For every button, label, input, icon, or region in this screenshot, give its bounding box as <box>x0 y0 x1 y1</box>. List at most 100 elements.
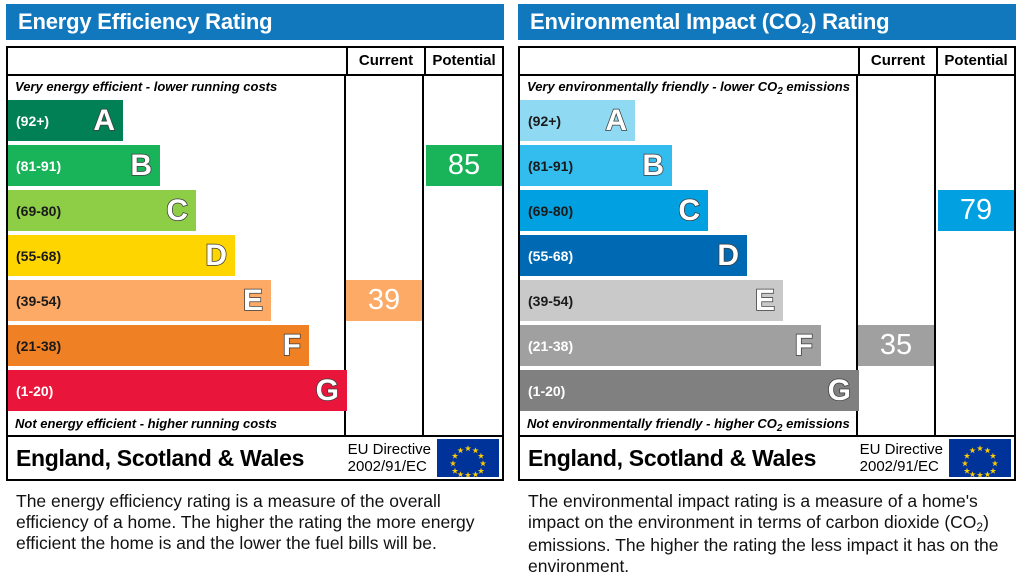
top-caption-pre: Very environmentally friendly - lower CO <box>527 79 778 94</box>
potential-rating-chip-environmental: 79 <box>938 190 1014 231</box>
band-row: (92+) A <box>520 98 1014 143</box>
band-range-label: (81-91) <box>528 157 574 174</box>
top-caption-environmental: Very environmentally friendly - lower CO… <box>520 76 1014 98</box>
band-row: (21-38) F <box>8 323 502 368</box>
band-letter-label: G <box>827 373 852 407</box>
band-range-label: (81-91) <box>16 157 62 174</box>
current-rating-chip-environmental: 35 <box>858 325 934 366</box>
band-range-label: (55-68) <box>16 247 62 264</box>
current-rating-value: 39 <box>367 284 401 316</box>
band-row: (1-20) G <box>8 368 502 413</box>
bottom-caption-post: emissions <box>782 416 850 431</box>
band-row: (55-68) D <box>8 233 502 278</box>
band-letter-label: C <box>166 193 189 227</box>
footer-directive: EU Directive 2002/91/EC <box>348 441 437 475</box>
energy-efficiency-panel: Energy Efficiency Rating Current Potenti… <box>6 4 504 553</box>
band-letter-label: F <box>282 328 302 362</box>
band-row: (81-91) B <box>520 143 1014 188</box>
band-row: (21-38) F 35 <box>520 323 1014 368</box>
column-header-potential: Potential <box>936 48 1014 74</box>
band-bar-b: (81-91) B <box>8 145 160 186</box>
footer-directive-line1: EU Directive <box>859 441 943 458</box>
band-range-label: (1-20) <box>16 382 54 399</box>
energy-footer: England, Scotland & Wales EU Directive 2… <box>8 435 502 479</box>
band-range-label: (55-68) <box>528 247 574 264</box>
co2-subscript: 2 <box>801 20 810 36</box>
environmental-description-pre: The environmental impact rating is a mea… <box>528 491 978 532</box>
band-letter-label: C <box>678 193 701 227</box>
column-header-current: Current <box>858 48 936 74</box>
energy-description: The energy efficiency rating is a measur… <box>16 491 475 553</box>
band-letter-label: F <box>794 328 814 362</box>
band-bar-g: (1-20) G <box>520 370 859 411</box>
current-rating-chip-energy: 39 <box>346 280 422 321</box>
potential-rating-value: 79 <box>959 194 993 226</box>
top-caption-energy: Very energy efficient - lower running co… <box>15 79 278 94</box>
grid-vertical-rule-current <box>856 76 858 435</box>
band-letter-label: D <box>205 238 228 272</box>
environmental-impact-title-pre: Environmental Impact (CO <box>530 9 802 34</box>
band-row: (69-80) C <box>8 188 502 233</box>
band-bar-b: (81-91) B <box>520 145 672 186</box>
energy-efficiency-title: Energy Efficiency Rating <box>6 4 504 40</box>
environmental-footer: England, Scotland & Wales EU Directive 2… <box>520 435 1014 479</box>
band-bar-c: (69-80) C <box>8 190 196 231</box>
band-bar-f: (21-38) F <box>520 325 821 366</box>
band-range-label: (92+) <box>528 112 562 129</box>
band-bar-d: (55-68) D <box>520 235 747 276</box>
bottom-caption-environmental: Not environmentally friendly - higher CO… <box>520 413 1014 435</box>
band-bar-g: (1-20) G <box>8 370 347 411</box>
grid-vertical-rule-potential <box>934 76 936 435</box>
energy-efficiency-title-text: Energy Efficiency Rating <box>18 9 273 34</box>
eu-flag-icon <box>949 439 1011 478</box>
grid-vertical-rule-current <box>344 76 346 435</box>
band-letter-label: E <box>754 283 776 317</box>
column-header-row: Current Potential <box>8 48 502 76</box>
environmental-impact-panel: Environmental Impact (CO2) Rating Curren… <box>512 0 1024 572</box>
band-range-label: (1-20) <box>528 382 566 399</box>
band-bar-a: (92+) A <box>520 100 635 141</box>
band-letter-label: D <box>717 238 740 272</box>
band-row: (39-54) E 39 <box>8 278 502 323</box>
band-row: (1-20) G <box>520 368 1014 413</box>
band-bar-e: (39-54) E <box>8 280 271 321</box>
band-range-label: (39-54) <box>16 292 62 309</box>
column-header-row: Current Potential <box>520 48 1014 76</box>
column-header-potential: Potential <box>424 48 502 74</box>
band-bar-a: (92+) A <box>8 100 123 141</box>
potential-rating-chip-energy: 85 <box>426 145 502 186</box>
bottom-caption-energy: Not energy efficient - higher running co… <box>15 416 277 431</box>
band-range-label: (39-54) <box>528 292 574 309</box>
band-row: (55-68) D <box>520 233 1014 278</box>
band-bar-d: (55-68) D <box>8 235 235 276</box>
co2-subscript: 2 <box>976 520 984 534</box>
environmental-grid-body: Very environmentally friendly - lower CO… <box>520 76 1014 435</box>
footer-directive-line2: 2002/91/EC <box>859 458 939 475</box>
band-bar-e: (39-54) E <box>520 280 783 321</box>
energy-grid-body: Very energy efficient - lower running co… <box>8 76 502 435</box>
column-header-spacer <box>8 48 346 74</box>
eu-flag-icon <box>437 439 499 478</box>
top-caption-post: emissions <box>782 79 850 94</box>
band-row: (69-80) C 79 <box>520 188 1014 233</box>
energy-band-list: (92+) A (81-91) B 85 <box>8 98 502 413</box>
footer-directive-line1: EU Directive <box>347 441 431 458</box>
footer-region-label: England, Scotland & Wales <box>16 444 305 471</box>
band-row: (39-54) E <box>520 278 1014 323</box>
current-rating-value: 35 <box>879 329 913 361</box>
column-header-spacer <box>520 48 858 74</box>
environmental-description: The environmental impact rating is a mea… <box>518 491 1016 572</box>
footer-directive: EU Directive 2002/91/EC <box>860 441 949 475</box>
band-range-label: (21-38) <box>16 337 62 354</box>
environmental-description-post: ) emissions. The higher the rating the l… <box>528 512 999 572</box>
band-range-label: (69-80) <box>528 202 574 219</box>
environmental-band-list: (92+) A (81-91) B (69-80) C <box>520 98 1014 413</box>
band-letter-label: E <box>242 283 264 317</box>
band-range-label: (69-80) <box>16 202 62 219</box>
band-letter-label: A <box>93 103 116 137</box>
bottom-caption-pre: Not environmentally friendly - higher CO <box>527 416 777 431</box>
band-letter-label: B <box>130 148 153 182</box>
band-row: (81-91) B 85 <box>8 143 502 188</box>
band-range-label: (21-38) <box>528 337 574 354</box>
